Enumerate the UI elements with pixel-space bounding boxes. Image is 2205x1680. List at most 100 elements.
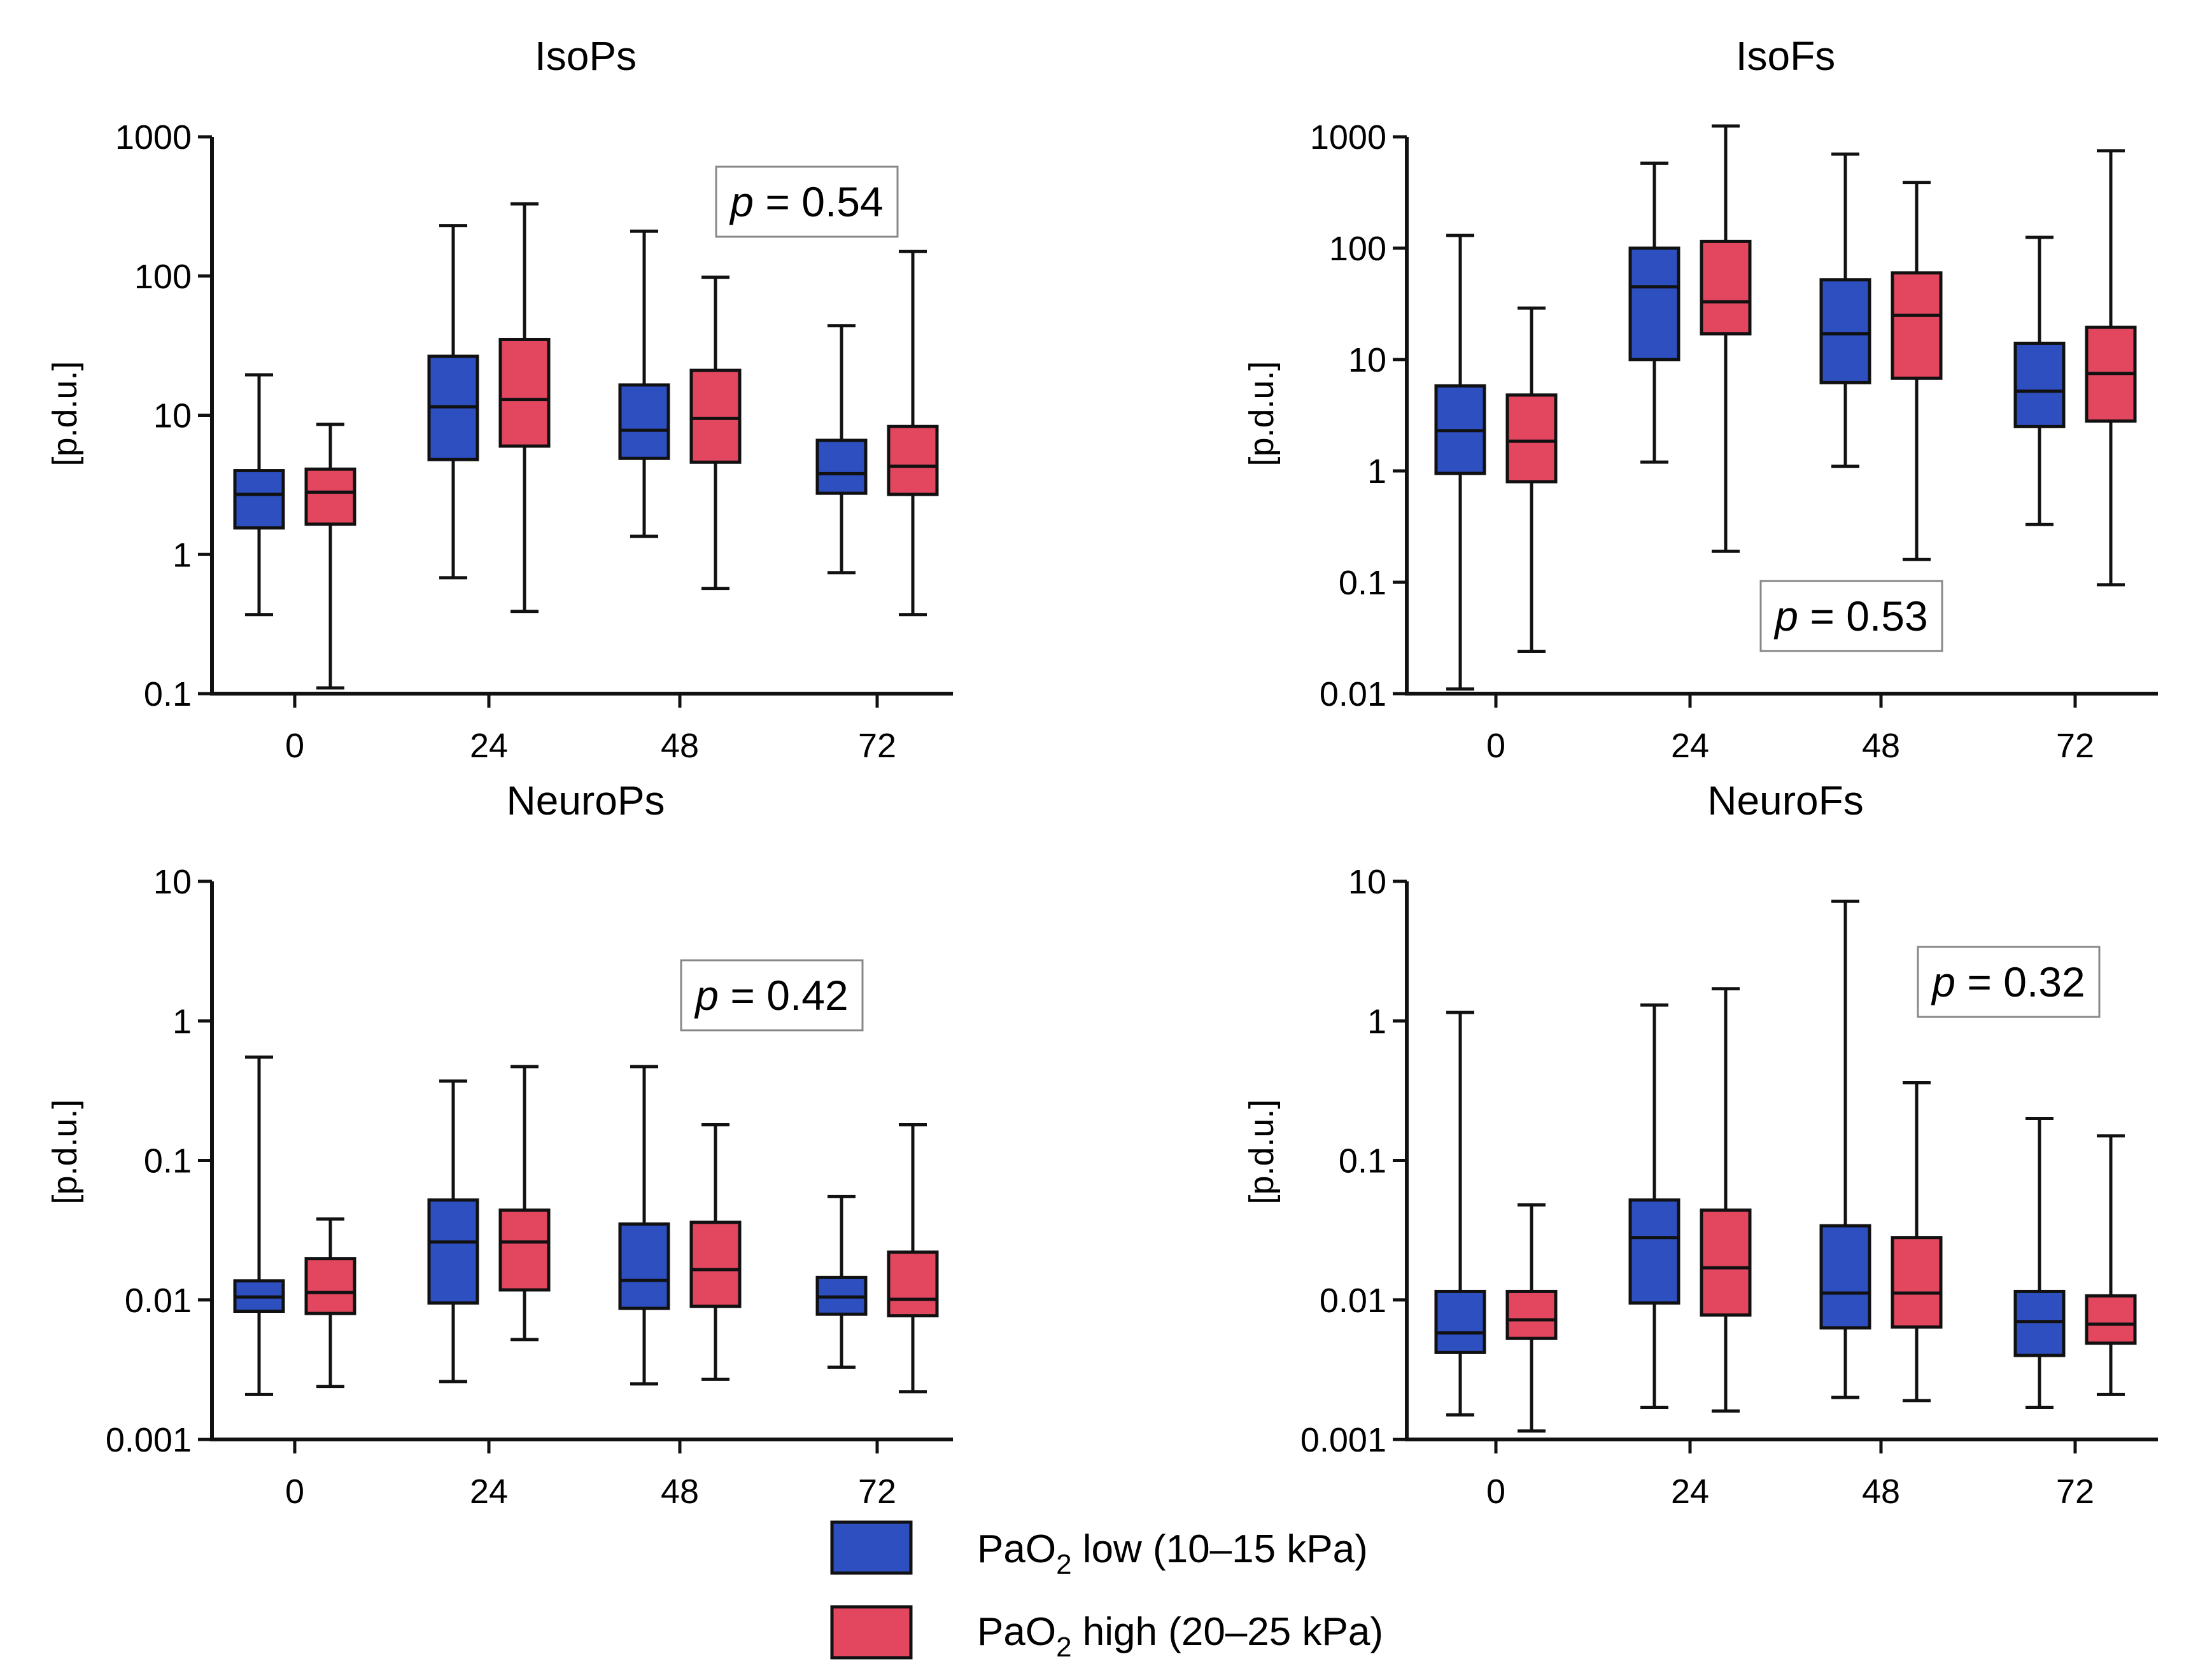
box-high-48 [1891,1081,1943,1403]
box-low-48 [1819,152,1871,468]
y-tick-label: 0.1 [144,1142,192,1180]
y-tick-label: 100 [134,258,192,296]
y-tick-label: 10 [1348,863,1386,901]
p-value-label: p = 0.53 [1773,592,1927,640]
y-tick-label: 10 [1348,341,1386,379]
x-tick-label: 0 [1486,1473,1505,1511]
box-high-0 [304,1217,356,1389]
box-iqr [498,1208,551,1292]
box-low-24 [1628,1003,1680,1409]
box-high-24 [498,1065,551,1341]
x-tick-label: 0 [1486,727,1505,765]
box-low-72 [815,324,868,575]
box-iqr [887,1250,939,1318]
box-iqr [887,424,939,496]
legend-swatch-low [830,1520,913,1575]
p-value-label: p = 0.32 [1931,958,2085,1005]
box-iqr [1628,246,1680,361]
box-iqr [427,1198,479,1305]
y-tick-label: 1 [173,1002,192,1040]
y-tick-label: 1000 [1310,118,1386,157]
p-value-label: p = 0.42 [694,972,848,1019]
box-iqr [1819,1224,1871,1330]
chart-title: IsoFs [1736,33,1835,79]
p-value-box [1917,946,2101,1018]
box-iqr [1700,239,1752,336]
box-iqr [2013,1289,2066,1357]
y-tick-label: 100 [1329,230,1386,268]
y-tick-label: 0.01 [1320,675,1386,713]
y-tick-label: 0.1 [1339,1142,1386,1180]
x-tick-label: 72 [858,1473,896,1511]
p-value-box [680,959,864,1032]
box-high-24 [1700,987,1752,1413]
box-high-48 [689,1123,742,1381]
box-low-48 [1819,899,1871,1399]
box-high-0 [1505,306,1558,653]
p-value-label: p = 0.54 [729,178,883,225]
panel-isops: IsoPs [p.d.u.] 0.1 1 10 100 1000 0 24 48 72 p = 0.5… [46,33,953,765]
box-low-24 [427,224,479,580]
chart-title: IsoPs [535,33,637,79]
y-tick-label: 0.01 [1320,1282,1386,1320]
x-tick-label: 24 [470,1473,508,1511]
chart-title: NeuroPs [507,778,665,823]
box-iqr [498,337,551,448]
box-iqr [1891,271,1943,380]
y-tick-label: 0.001 [1300,1421,1386,1459]
box-iqr [1505,393,1558,484]
legend-item-low: PaO2 low (10–15 kPa) [830,1520,1368,1580]
box-high-24 [498,202,551,613]
box-high-0 [304,423,356,690]
box-low-72 [2013,1116,2066,1409]
box-high-48 [689,276,742,591]
y-tick-label: 0.1 [1339,564,1386,602]
box-iqr [233,469,285,530]
box-low-48 [618,229,670,538]
y-axis-label: [p.d.u.] [1243,361,1281,466]
y-axis-label: [p.d.u.] [1243,1099,1281,1204]
panel-neurops: NeuroPs [p.d.u.] 0.001 0.01 0.1 1 10 0 24 48 72 p =… [46,778,953,1511]
legend: PaO2 low (10–15 kPa) PaO2 high (20–25 kP… [830,1520,1383,1663]
x-tick-label: 48 [661,1473,699,1511]
box-low-0 [1434,1011,1486,1417]
y-tick-label: 1000 [115,118,192,157]
panel-isofs: IsoFs [p.d.u.] 0.01 0.1 1 10 100 1000 0 24 48 72 p =… [1243,33,2158,765]
x-tick-label: 48 [1862,727,1900,765]
box-high-24 [1700,124,1752,553]
legend-item-high: PaO2 high (20–25 kPa) [830,1605,1383,1663]
box-high-72 [2085,1134,2137,1396]
x-tick-label: 72 [2056,1473,2094,1511]
box-iqr [304,467,356,526]
p-value-box [715,165,899,238]
x-tick-label: 0 [285,1473,304,1511]
legend-swatch-high [830,1605,913,1660]
x-tick-label: 72 [858,727,896,765]
x-tick-label: 24 [470,727,508,765]
x-tick-label: 24 [1671,1473,1709,1511]
box-low-72 [815,1194,868,1369]
box-iqr [1700,1208,1752,1317]
box-low-72 [2013,235,2066,526]
box-low-0 [233,373,285,617]
y-tick-label: 10 [153,397,192,435]
box-iqr [1434,1289,1486,1354]
y-axis-label: [p.d.u.] [46,1099,84,1204]
box-high-72 [887,1123,939,1394]
y-tick-label: 0.1 [144,675,192,713]
box-low-24 [1628,161,1680,464]
x-tick-label: 24 [1671,727,1709,765]
box-high-72 [887,249,939,617]
y-axis-label: [p.d.u.] [46,361,84,466]
box-iqr [689,1221,742,1308]
box-iqr [618,1222,670,1310]
box-high-72 [2085,149,2137,587]
y-tick-label: 1 [1367,452,1386,491]
box-iqr [815,438,868,495]
box-iqr [2013,341,2066,428]
legend-label-low: PaO2 low (10–15 kPa) [977,1527,1368,1580]
box-iqr [1505,1289,1558,1340]
x-tick-label: 48 [1862,1473,1900,1511]
